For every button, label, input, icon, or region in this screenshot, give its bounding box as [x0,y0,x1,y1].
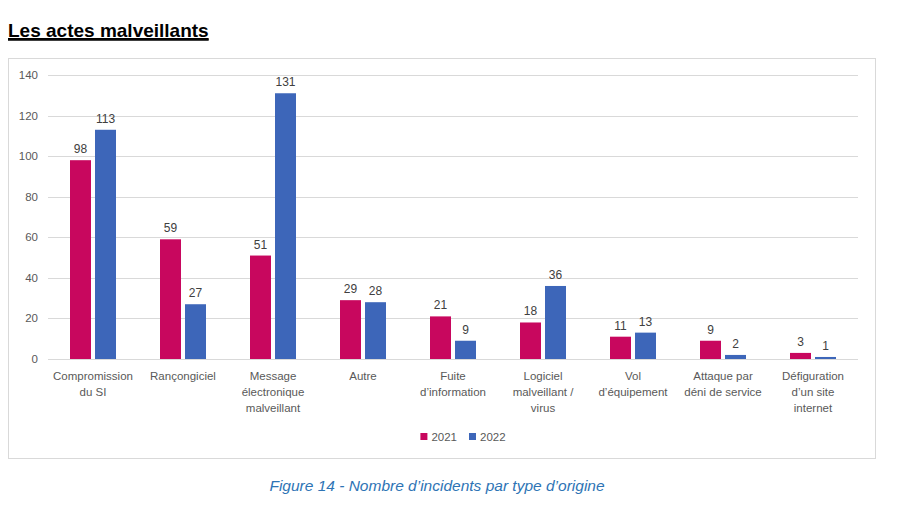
grid-line [48,237,858,238]
bar [275,93,296,359]
title: Les actes malveillants [8,20,209,41]
x-tick-label: Attaque pardéni de service [684,370,761,398]
bar [250,256,271,359]
bar [160,239,181,359]
data-label: 13 [639,315,653,329]
bar [815,357,836,359]
x-tick-label: Autre [349,370,377,382]
data-labels: 985951292118119311327131289361321 [74,75,829,353]
data-label: 3 [797,335,804,349]
bar [545,286,566,359]
y-tick-label: 140 [19,69,38,81]
data-label: 9 [462,323,469,337]
data-label: 113 [96,112,115,126]
data-label: 27 [189,286,203,300]
bar [790,353,811,359]
bar [635,333,656,359]
grid-line [48,197,858,198]
bar [610,337,631,359]
bar [340,300,361,359]
grid-line [48,359,858,360]
y-tick-label: 80 [25,191,38,203]
legend: 2021 2022 [420,431,505,443]
data-label: 36 [549,268,563,282]
y-tick-label: 20 [25,312,38,324]
x-tick-label: Rançongiciel [150,370,216,382]
legend-label: 2021 [431,431,457,443]
x-tick-label: Compromissiondu SI [53,370,133,398]
x-tick-label: Défigurationd’un siteinternet [782,370,844,414]
legend-swatch [469,433,476,440]
grid-line [48,116,858,117]
x-tick-label: Messageélectroniquemalveillant [242,370,305,414]
data-label: 9 [707,323,714,337]
y-tick-label: 100 [19,150,38,162]
bar [725,355,746,359]
x-tick-label: Vold’équipement [598,370,668,398]
legend-swatch [420,433,427,440]
chart-frame [9,59,876,459]
data-label: 1 [822,339,829,353]
bars [70,93,836,359]
data-label: 21 [434,298,448,312]
data-label: 51 [254,238,268,252]
data-label: 2 [732,337,739,351]
bar [455,341,476,359]
y-tick-label: 0 [32,353,38,365]
y-tick-label: 40 [25,272,38,284]
bar [520,322,541,359]
bar [95,130,116,359]
bar [430,316,451,359]
data-label: 29 [344,282,358,296]
data-label: 131 [275,75,295,89]
grid-line [48,75,858,76]
legend-label: 2022 [480,431,506,443]
y-tick-label: 120 [19,110,38,122]
bar [70,160,91,359]
data-label: 28 [369,284,383,298]
grid [48,76,858,360]
bar [185,304,206,359]
title-underline [8,39,209,41]
x-tick-label: Logicielmalveillant /virus [513,370,575,414]
data-label: 98 [74,142,88,156]
data-label: 11 [614,319,627,333]
bar [365,302,386,359]
grid-line [48,156,858,157]
data-label: 18 [524,304,538,318]
chart: Les actes malveillants 0 20 40 60 80 100 120 140… [0,0,900,506]
bar [700,341,721,359]
x-tick-label: Fuited’information [420,370,486,398]
y-tick-label: 60 [25,231,38,243]
data-label: 59 [164,221,178,235]
caption: Figure 14 - Nombre d’incidents par type … [269,477,605,494]
